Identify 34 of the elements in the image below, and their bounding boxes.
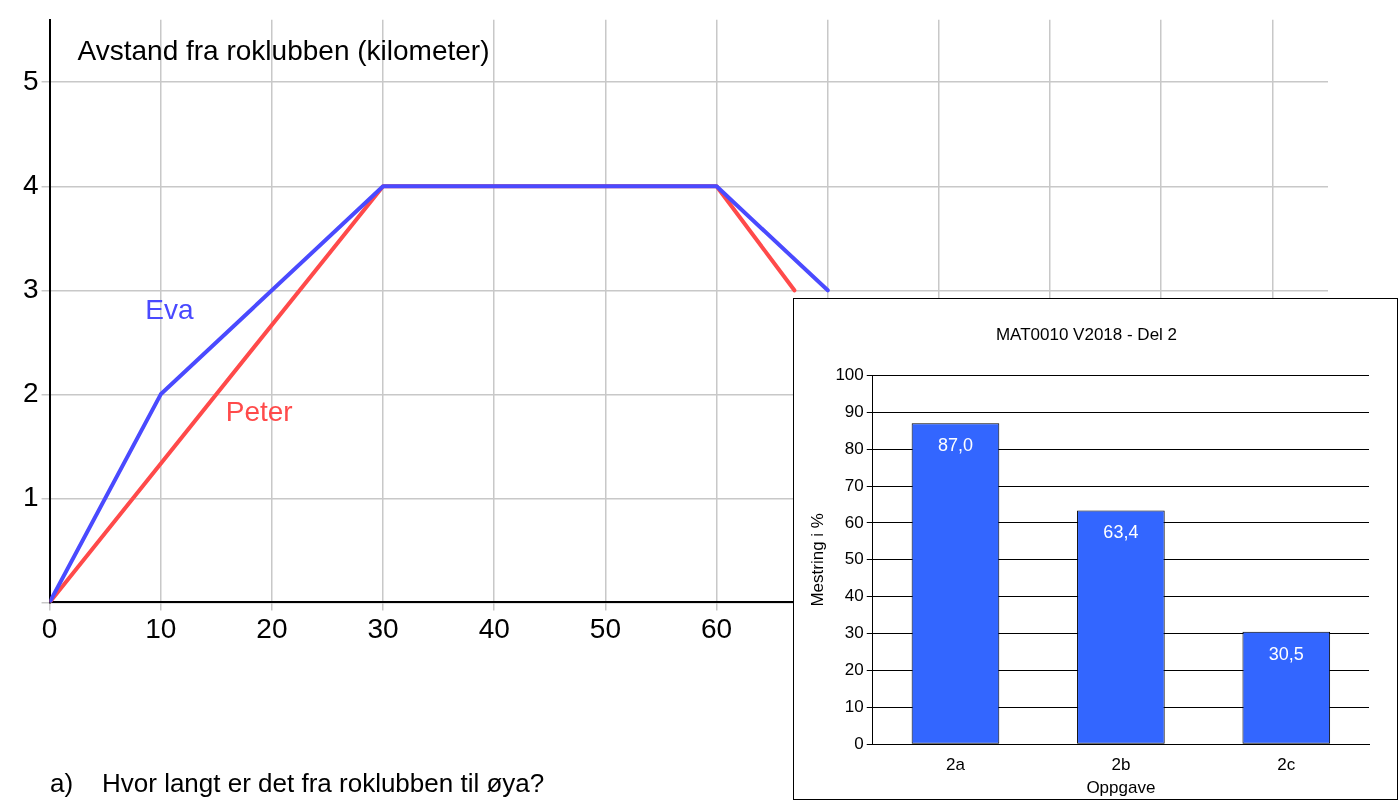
y-tick-label: 3: [22, 273, 39, 305]
data-label: 63,4: [1103, 522, 1139, 543]
y-tick-label: 70: [844, 475, 864, 495]
y-tick-label: 2: [22, 377, 39, 409]
y-tick-label: 90: [844, 401, 864, 421]
series-label: Eva: [145, 294, 194, 326]
y-tick-label: 4: [22, 168, 39, 200]
y-tick-label: 1: [22, 481, 39, 513]
x-tick-label: 20: [256, 612, 288, 644]
y-tick-label: 100: [835, 365, 864, 385]
x-tick-label: 50: [589, 612, 621, 644]
x-tick-label: 2b: [1111, 755, 1131, 775]
y-axis-title: Mestring i %: [807, 513, 827, 607]
x-tick-label: 60: [701, 612, 733, 644]
chart-title: MAT0010 V2018 - Del 2: [995, 324, 1178, 344]
x-axis-title: Oppgave: [1086, 778, 1156, 798]
x-tick-label: 2c: [1277, 755, 1296, 775]
y-tick-label: 10: [844, 697, 864, 717]
data-label: 30,5: [1268, 643, 1304, 664]
y-tick-label: 40: [844, 586, 864, 606]
y-tick-label: 0: [854, 733, 864, 753]
text: a) Hvor langt er det fra roklubben til øya?: [50, 768, 545, 799]
y-tick-label: 60: [844, 512, 864, 532]
y-tick-label: 20: [844, 660, 864, 680]
y-tick-label: 50: [844, 549, 864, 569]
series-label: Peter: [225, 395, 293, 427]
y-tick-label: 80: [844, 438, 864, 458]
x-tick-label: 2a: [946, 755, 966, 775]
text: Avstand fra roklubben (kilometer): [77, 34, 490, 66]
x-tick-label: 10: [145, 612, 177, 644]
data-label: 87,0: [937, 435, 973, 456]
y-tick-label: 5: [22, 64, 39, 96]
x-tick-label: 40: [478, 612, 510, 644]
x-tick-label: 30: [367, 612, 399, 644]
